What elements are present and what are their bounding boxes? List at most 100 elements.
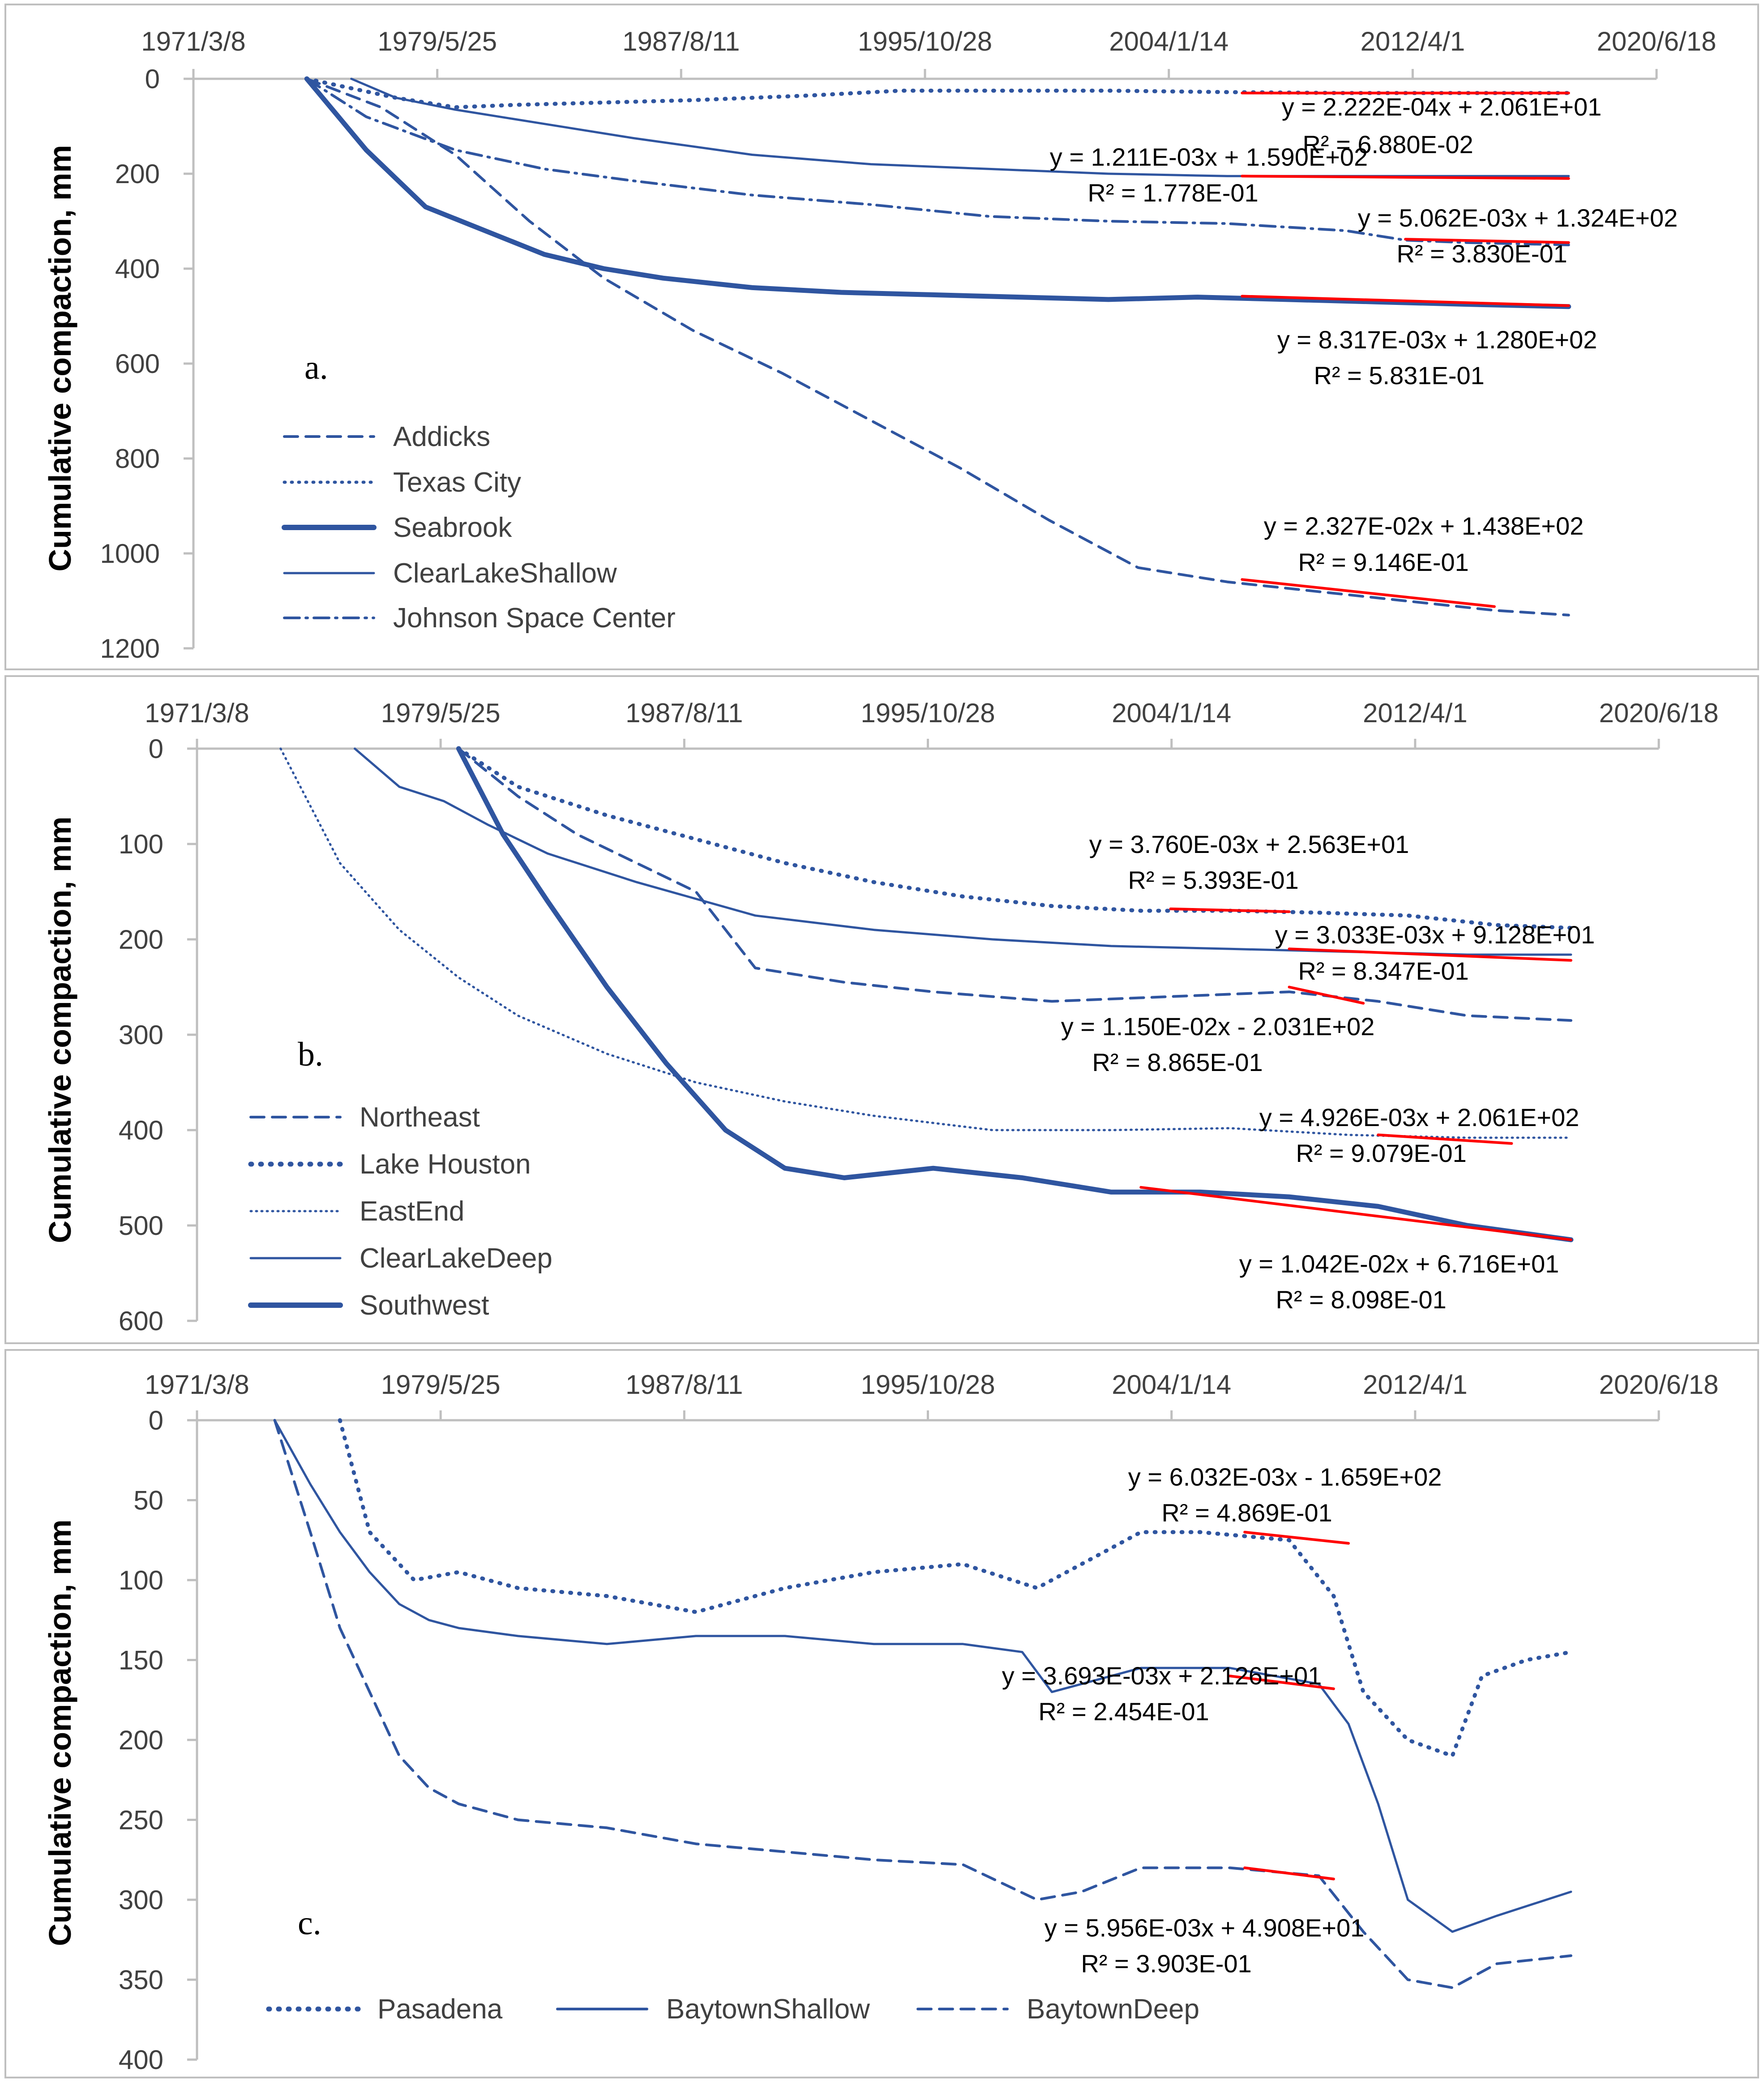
legend-label-southwest: Southwest <box>360 1290 489 1321</box>
panel-a-r2-3: R² = 3.830E-01 <box>1396 240 1567 268</box>
y-tick-label-panel-a-4: 800 <box>115 444 160 474</box>
panel-b-series <box>279 746 1574 1242</box>
x-tick-label-panel-b-6: 2020/6/18 <box>1599 698 1719 728</box>
panel-b-r2-3: R² = 8.865E-01 <box>1092 1048 1263 1076</box>
y-tick-label-panel-c-8: 400 <box>119 2045 163 2075</box>
series-line-northeast <box>457 747 1572 1022</box>
y-tick-label-panel-c-2: 100 <box>119 1565 163 1595</box>
panel-c-eq-3: y = 5.956E-03x + 4.908E+01 <box>1045 1914 1365 1942</box>
panel-c-r2-2: R² = 2.454E-01 <box>1038 1697 1209 1726</box>
legend-label-northeast: Northeast <box>360 1102 480 1133</box>
y-tick-label-panel-a-3: 600 <box>115 349 160 379</box>
panel-a-eq-1: y = 2.222E-04x + 2.061E+01 <box>1282 93 1602 121</box>
y-tick-label-panel-b-0: 0 <box>149 734 163 764</box>
legend-label-johnson-space-center: Johnson Space Center <box>393 603 676 634</box>
legend-label-lake-houston: Lake Houston <box>360 1149 531 1180</box>
series-line-baytowndeep <box>273 1419 1572 1989</box>
y-tick-label-panel-a-0: 0 <box>145 64 160 94</box>
series-line-addicks <box>305 77 1570 617</box>
panel-c-label: c. <box>298 1904 321 1942</box>
panel-b-eq-4: y = 4.926E-03x + 2.061E+02 <box>1259 1103 1580 1131</box>
panel-c-eq-1: y = 6.032E-03x - 1.659E+02 <box>1128 1463 1442 1491</box>
y-tick-label-panel-c-4: 200 <box>119 1725 163 1755</box>
x-tick-label-panel-c-4: 2004/1/14 <box>1112 1370 1231 1400</box>
series-line-baytownshallow <box>274 1419 1572 1933</box>
panel-c-frame <box>4 1349 1759 2078</box>
y-tick-label-panel-b-4: 400 <box>119 1115 163 1145</box>
y-tick-label-panel-c-7: 350 <box>119 1965 163 1995</box>
legend-label-baytowndeep: BaytownDeep <box>1027 1994 1199 2025</box>
series-line-lake-houston <box>456 746 1573 930</box>
panel-b-y-axis-label: Cumulative compaction, mm <box>43 817 77 1243</box>
panel-b-frame <box>4 675 1759 1344</box>
y-tick-label-panel-b-1: 100 <box>119 829 163 859</box>
y-tick-label-panel-c-0: 0 <box>149 1405 163 1435</box>
panel-c-eq-2: y = 3.693E-03x + 2.126E+01 <box>1002 1662 1322 1690</box>
panel-c-y-axis-label: Cumulative compaction, mm <box>43 1520 77 1946</box>
legend-label-seabrook: Seabrook <box>393 512 512 543</box>
trendline-panel-a-5 <box>1241 578 1496 608</box>
series-line-eastend <box>279 747 1572 1139</box>
x-tick-label-panel-c-3: 1995/10/28 <box>861 1370 995 1400</box>
panel-c-trendlines <box>1228 1530 1350 1881</box>
x-tick-label-panel-c-5: 2012/4/1 <box>1363 1370 1468 1400</box>
panel-b-r2-1: R² = 5.393E-01 <box>1128 866 1298 894</box>
panel-a-y-ticks: 0 200 400 600 800 1000 1200 <box>100 64 193 664</box>
trendline-panel-c-1 <box>1243 1530 1350 1545</box>
series-line-pasadena <box>338 1418 1573 1758</box>
panel-a-eq-4: y = 8.317E-03x + 1.280E+02 <box>1277 326 1597 354</box>
x-tick-label-panel-b-3: 1995/10/28 <box>861 698 995 728</box>
x-tick-label-panel-c-1: 1979/5/25 <box>381 1370 501 1400</box>
panel-b-y-ticks: 0 100 200 300 400 500 600 <box>119 734 197 1336</box>
panel-a: 1971/3/8 1979/5/25 1987/8/11 1995/10/28 2004… <box>4 4 1759 670</box>
legend-label-eastend: EastEnd <box>360 1196 464 1227</box>
trendline-panel-a-2 <box>1241 175 1570 180</box>
panel-a-eq-2: y = 1.211E-03x + 1.590E+02 <box>1050 143 1368 171</box>
panel-c-legend: Pasadena BaytownShallow BaytownDeep <box>266 1994 1199 2025</box>
trendline-panel-c-3 <box>1243 1866 1335 1881</box>
y-tick-label-panel-a-1: 200 <box>115 159 160 189</box>
panel-a-r2-5: R² = 9.146E-01 <box>1298 548 1469 576</box>
x-tick-label-panel-a-2: 1987/8/11 <box>622 26 740 56</box>
legend-label-addicks: Addicks <box>393 421 490 452</box>
x-tick-label-panel-c-6: 2020/6/18 <box>1599 1370 1719 1400</box>
panel-c-y-ticks: 0 50 100 150 200 250 300 350 400 <box>119 1405 197 2075</box>
panel-c-x-ticks: 1971/3/8 1979/5/25 1987/8/11 1995/10/28 2004… <box>145 1370 1718 1420</box>
trendline-panel-b-5 <box>1139 1186 1572 1241</box>
series-line-johnson-space-center <box>305 77 1570 246</box>
panel-a-trendlines <box>1241 91 1570 608</box>
x-tick-label-panel-b-4: 2004/1/14 <box>1112 698 1231 728</box>
x-tick-label-panel-b-5: 2012/4/1 <box>1363 698 1468 728</box>
legend-label-clearlakeshallow: ClearLakeShallow <box>393 558 617 589</box>
panel-c: 1971/3/8 1979/5/25 1987/8/11 1995/10/28 2004… <box>4 1349 1759 2078</box>
panel-b-trendlines <box>1139 907 1572 1241</box>
panel-b-legend: Northeast Lake Houston EastEnd ClearLake… <box>248 1102 552 1321</box>
y-tick-label-panel-b-3: 300 <box>119 1020 163 1050</box>
trendline-panel-b-4 <box>1377 1133 1513 1145</box>
y-tick-label-panel-c-5: 250 <box>119 1805 163 1835</box>
trendline-panel-a-4 <box>1241 295 1570 307</box>
y-tick-label-panel-c-1: 50 <box>133 1486 163 1516</box>
panel-a-x-ticks: 1971/3/8 1979/5/25 1987/8/11 1995/10/28 2004… <box>141 26 1716 79</box>
panel-b-x-ticks: 1971/3/8 1979/5/25 1987/8/11 1995/10/28 2004… <box>145 698 1718 749</box>
panel-a-r2-2: R² = 1.778E-01 <box>1088 179 1258 207</box>
panel-a-y-axis-label: Cumulative compaction, mm <box>43 145 77 572</box>
panel-b: 1971/3/8 1979/5/25 1987/8/11 1995/10/28 2004… <box>4 675 1759 1344</box>
y-tick-label-panel-b-6: 600 <box>119 1306 163 1336</box>
y-tick-label-panel-a-2: 400 <box>115 254 160 284</box>
x-tick-label-panel-b-0: 1971/3/8 <box>145 698 249 728</box>
legend-label-texas-city: Texas City <box>393 467 521 498</box>
panel-a-r2-1: R² = 6.880E-02 <box>1302 130 1473 159</box>
trendline-panel-b-3 <box>1288 985 1365 1005</box>
panel-c-r2-3: R² = 3.903E-01 <box>1081 1949 1251 1978</box>
x-tick-label-panel-c-2: 1987/8/11 <box>625 1370 743 1400</box>
x-tick-label-panel-b-1: 1979/5/25 <box>381 698 501 728</box>
panel-a-r2-4: R² = 5.831E-01 <box>1314 361 1484 390</box>
y-tick-label-panel-b-5: 500 <box>119 1211 163 1241</box>
x-tick-label-panel-a-6: 2020/6/18 <box>1597 26 1717 56</box>
panel-a-eq-5: y = 2.327E-02x + 1.438E+02 <box>1264 512 1584 540</box>
y-tick-label-panel-b-2: 200 <box>119 925 163 955</box>
trendline-panel-a-3 <box>1404 238 1570 244</box>
panel-a-label: a. <box>304 349 328 386</box>
x-tick-label-panel-a-0: 1971/3/8 <box>141 26 246 56</box>
